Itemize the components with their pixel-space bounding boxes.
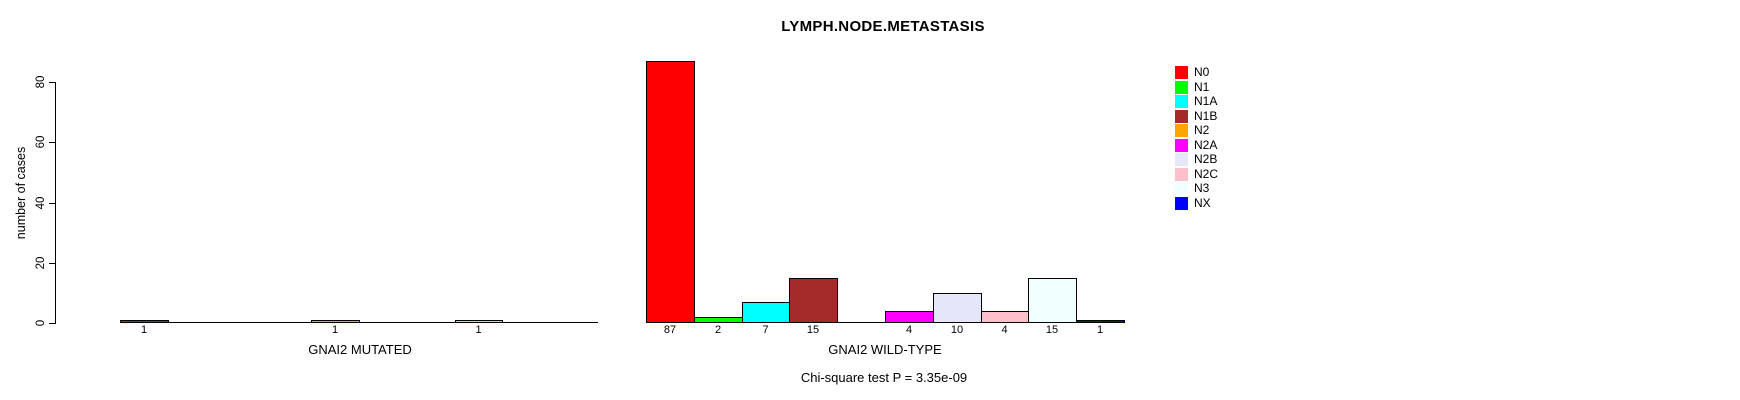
group-label-gnai2-wild-type: GNAI2 WILD-TYPE <box>828 342 942 357</box>
bar-n2c <box>455 320 503 323</box>
y-tick <box>49 203 55 204</box>
legend-label-n2c: N2C <box>1194 167 1219 181</box>
group-label-gnai2-mutated: GNAI2 MUTATED <box>308 342 412 357</box>
bar-value-label: 1 <box>1096 324 1104 336</box>
bar-value-label: 2 <box>714 324 722 336</box>
legend-label-n2: N2 <box>1194 123 1210 137</box>
y-tick-label: 0 <box>35 319 47 327</box>
legend-swatch-n2b <box>1175 153 1188 166</box>
bar-value-label: 87 <box>663 324 677 336</box>
bar-n3 <box>1028 278 1077 323</box>
y-tick-label: 60 <box>35 135 47 149</box>
bar-value-label: 1 <box>331 324 339 336</box>
legend-label-n3: N3 <box>1194 181 1210 195</box>
bar-value-label: 1 <box>475 324 482 336</box>
bar-n1a <box>742 302 790 323</box>
bar-n2 <box>311 320 360 323</box>
bar-n2a <box>885 311 934 323</box>
legend-label-n1b: N1B <box>1194 109 1218 123</box>
y-tick <box>49 142 55 143</box>
bar-n2b <box>933 293 982 323</box>
legend-swatch-n2 <box>1175 124 1188 137</box>
y-tick-label: 80 <box>35 75 47 89</box>
bar-nx <box>1076 320 1125 323</box>
legend-label-n0: N0 <box>1194 65 1210 79</box>
legend-swatch-n0 <box>1175 66 1188 79</box>
y-axis-label: number of cases <box>14 146 28 240</box>
bar-n0 <box>120 320 169 323</box>
legend-swatch-n1a <box>1175 95 1188 108</box>
legend-label-n2b: N2B <box>1194 152 1218 166</box>
legend-label-n1a: N1A <box>1194 94 1218 108</box>
bar-value-label: 4 <box>1001 324 1008 336</box>
legend-label-n1: N1 <box>1194 80 1210 94</box>
y-tick-label: 40 <box>35 196 47 210</box>
bar-n0 <box>646 61 695 323</box>
y-tick <box>49 263 55 264</box>
bar-value-label: 1 <box>140 324 148 336</box>
bar-value-label: 15 <box>806 324 820 336</box>
legend-label-nx: NX <box>1194 196 1211 210</box>
chi-square-annotation: Chi-square test P = 3.35e-09 <box>800 370 968 385</box>
bar-n1b <box>789 278 838 323</box>
bar-value-label: 7 <box>762 324 769 336</box>
legend-label-n2a: N2A <box>1194 138 1218 152</box>
bar-value-label: 4 <box>905 324 913 336</box>
y-axis-line <box>55 82 56 324</box>
legend-swatch-n1 <box>1175 81 1188 94</box>
legend-swatch-n1b <box>1175 110 1188 123</box>
bar-value-label: 10 <box>950 324 964 336</box>
bar-value-label: 15 <box>1045 324 1059 336</box>
legend-swatch-n3 <box>1175 182 1188 195</box>
legend-swatch-nx <box>1175 197 1188 210</box>
legend-swatch-n2a <box>1175 139 1188 152</box>
legend-swatch-n2c <box>1175 168 1188 181</box>
y-tick <box>49 323 55 324</box>
bar-n2c <box>981 311 1029 323</box>
chart-title: LYMPH.NODE.METASTASIS <box>781 18 985 35</box>
bar-n1 <box>694 317 743 323</box>
y-tick <box>49 82 55 83</box>
y-tick-label: 20 <box>35 256 47 270</box>
